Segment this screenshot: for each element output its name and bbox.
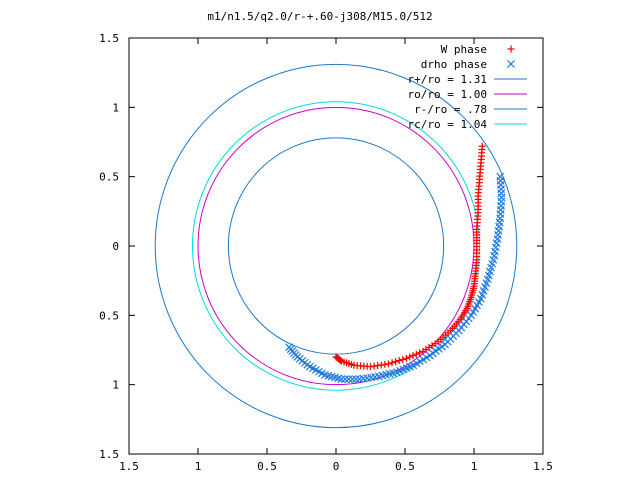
y-tick-label: 0.5: [99, 309, 119, 322]
data-point: [399, 355, 407, 363]
data-point: [348, 375, 357, 384]
data-point: [409, 352, 417, 360]
axis-ticks: 1.5 1 0.5 0 0.5 1 1.51.510.500.511.5: [99, 32, 553, 473]
y-tick-label: 0.5: [99, 171, 119, 184]
legend-label: rc/ro = 1.04: [408, 118, 488, 131]
data-point: [344, 375, 353, 384]
x-tick-label: 1.5: [119, 460, 139, 473]
data-point: [392, 358, 400, 366]
data-point: [419, 347, 427, 355]
data-point: [406, 353, 414, 361]
legend-label: W phase: [441, 43, 487, 56]
circle-series: [227, 137, 445, 355]
data-point: [341, 375, 350, 384]
data-point: [355, 375, 364, 384]
legend-label: drho phase: [421, 58, 487, 71]
data-point: [333, 354, 341, 362]
legend-label: r-/ro = .78: [414, 103, 487, 116]
data-point: [395, 357, 403, 365]
x-tick-label: 1: [195, 460, 202, 473]
data-point: [351, 375, 360, 384]
circle-series: [154, 63, 518, 429]
data-point: [332, 353, 340, 361]
legend-marker: [507, 45, 515, 53]
phase-points: [285, 142, 506, 384]
y-tick-label: 1: [112, 101, 119, 114]
legend: W phase drho phase r+/ro = 1.31 ro/ro = 1.0…: [408, 43, 527, 131]
legend-label: ro/ro = 1.00: [408, 88, 487, 101]
data-point: [388, 359, 396, 367]
x-tick-label: 0.5: [257, 460, 277, 473]
x-tick-label: 1.5: [533, 460, 553, 473]
data-point: [412, 350, 420, 358]
y-tick-label: 1.5: [99, 448, 119, 461]
data-point: [416, 349, 424, 357]
series-points: [332, 142, 486, 371]
legend-marker: [507, 60, 515, 68]
series-points: [285, 172, 506, 384]
chart-title: m1/n1.5/q2.0/r-+.60-j308/M15.0/512: [207, 10, 432, 23]
y-tick-label: 1: [112, 379, 119, 392]
x-tick-label: 0: [333, 460, 340, 473]
x-tick-label: 1: [471, 460, 478, 473]
data-point: [285, 343, 294, 352]
data-point: [402, 354, 410, 362]
y-tick-label: 1.5: [99, 32, 119, 45]
y-tick-label: 0: [112, 240, 119, 253]
legend-label: r+/ro = 1.31: [408, 73, 487, 86]
x-tick-label: 0.5: [395, 460, 415, 473]
